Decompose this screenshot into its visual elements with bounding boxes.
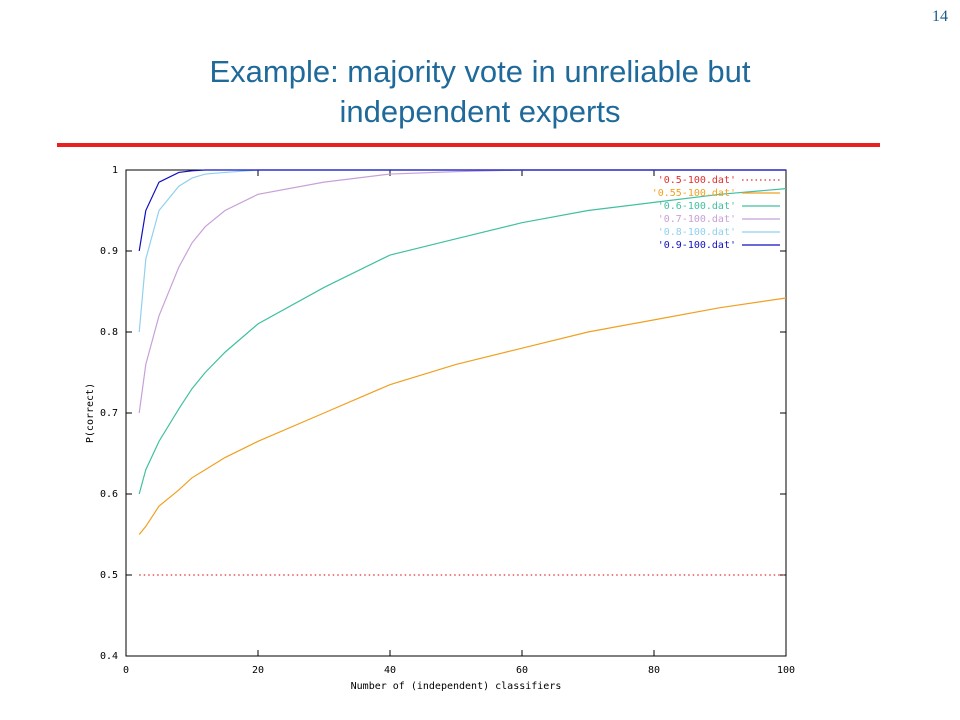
page-number: 14 xyxy=(932,8,948,25)
x-tick-label: 60 xyxy=(516,665,528,676)
y-tick-label: 0.5 xyxy=(100,570,118,581)
legend-label: '0.7-100.dat' xyxy=(658,214,736,225)
y-tick-label: 0.4 xyxy=(100,651,118,662)
x-tick-label: 0 xyxy=(123,665,129,676)
series-line xyxy=(138,188,787,495)
y-tick-label: 0.9 xyxy=(100,246,118,257)
y-tick-label: 0.6 xyxy=(100,489,118,500)
slide-title: Example: majority vote in unreliable but… xyxy=(209,54,751,129)
y-tick-label: 0.8 xyxy=(100,327,118,338)
y-axis-label: P(correct) xyxy=(85,383,96,443)
legend-label: '0.6-100.dat' xyxy=(658,201,736,212)
x-axis-label: Number of (independent) classifiers xyxy=(351,681,562,692)
legend-label: '0.9-100.dat' xyxy=(658,240,736,251)
x-tick-label: 40 xyxy=(384,665,396,676)
series-line xyxy=(138,169,786,252)
legend-label: '0.55-100.dat' xyxy=(652,188,736,199)
x-tick-label: 80 xyxy=(648,665,660,676)
legend-label: '0.8-100.dat' xyxy=(658,227,736,238)
x-tick-label: 20 xyxy=(252,665,264,676)
x-tick-label: 100 xyxy=(777,665,795,676)
y-tick-label: 1 xyxy=(112,165,118,176)
y-tick-label: 0.7 xyxy=(100,408,118,419)
series-line xyxy=(138,297,787,535)
title-rule xyxy=(57,143,880,147)
legend-label: '0.5-100.dat' xyxy=(658,175,736,186)
